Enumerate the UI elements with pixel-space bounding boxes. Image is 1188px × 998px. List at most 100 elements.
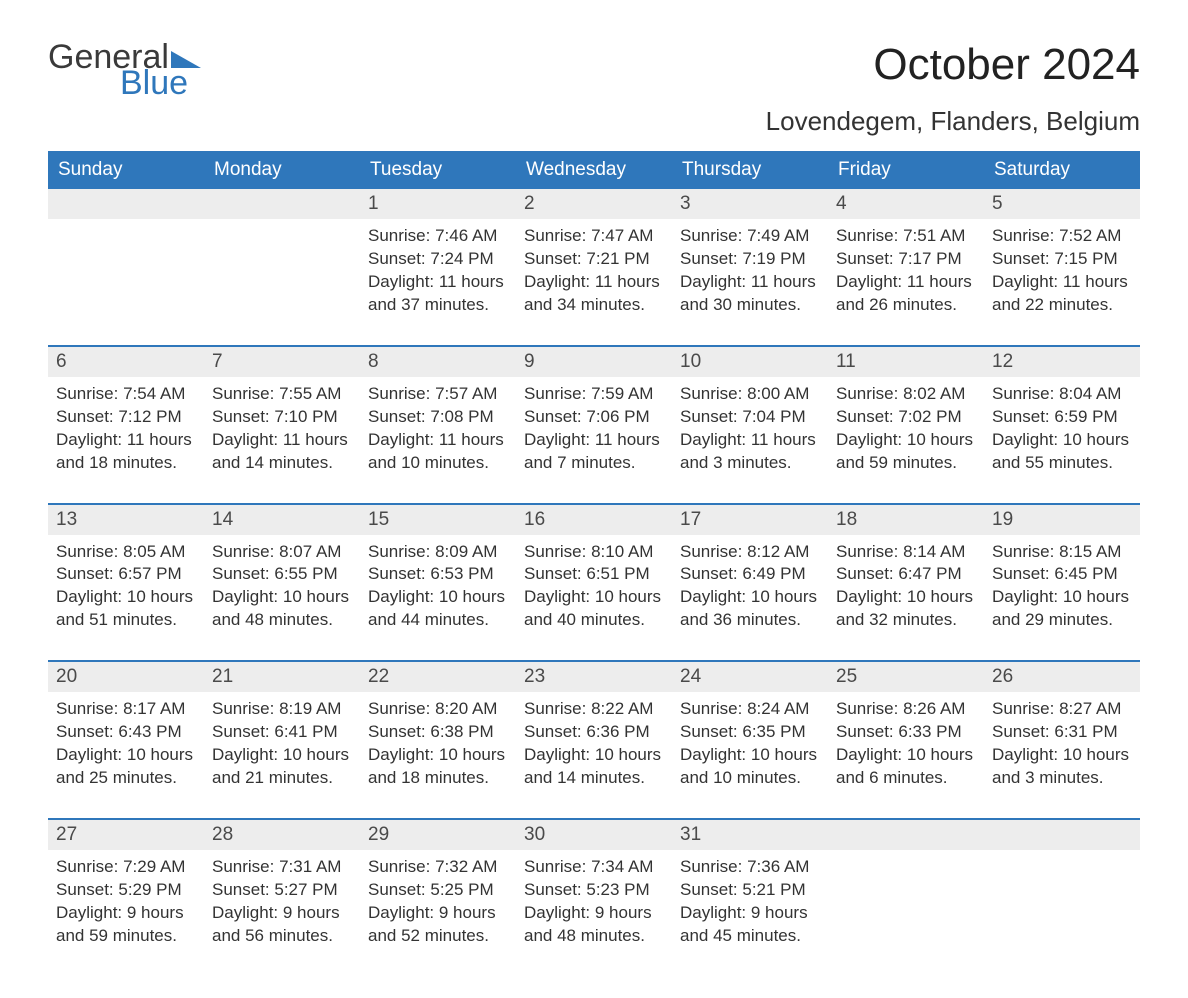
sunset-text: Sunset: 5:23 PM [524,879,664,902]
daylight-text: Daylight: 11 hours [368,271,508,294]
daylight-text: and 48 minutes. [524,925,664,948]
day-cell: 15 [360,504,516,535]
day-details: Sunrise: 7:34 AMSunset: 5:23 PMDaylight:… [516,850,672,958]
sunrise-text: Sunrise: 8:00 AM [680,383,820,406]
week-daynum-row: 20212223242526 [48,661,1140,692]
daylight-text: Daylight: 10 hours [992,429,1132,452]
week-details-row: Sunrise: 8:05 AMSunset: 6:57 PMDaylight:… [48,535,1140,662]
daylight-text: Daylight: 9 hours [524,902,664,925]
daylight-text: Daylight: 10 hours [56,744,196,767]
sunrise-text: Sunrise: 8:10 AM [524,541,664,564]
day-details: Sunrise: 8:04 AMSunset: 6:59 PMDaylight:… [984,377,1140,503]
day-details-cell: Sunrise: 8:17 AMSunset: 6:43 PMDaylight:… [48,692,204,819]
sunset-text: Sunset: 7:19 PM [680,248,820,271]
sunset-text: Sunset: 6:31 PM [992,721,1132,744]
daylight-text: Daylight: 10 hours [524,744,664,767]
sunrise-text: Sunrise: 8:19 AM [212,698,352,721]
daylight-text: and 36 minutes. [680,609,820,632]
sunrise-text: Sunrise: 7:32 AM [368,856,508,879]
sunrise-text: Sunrise: 8:14 AM [836,541,976,564]
week-daynum-row: 2728293031 [48,819,1140,850]
day-details-cell: Sunrise: 7:36 AMSunset: 5:21 PMDaylight:… [672,850,828,958]
daylight-text: Daylight: 9 hours [368,902,508,925]
day-details [828,850,984,866]
day-details-cell [828,850,984,958]
daylight-text: Daylight: 10 hours [56,586,196,609]
day-cell: 27 [48,819,204,850]
sunset-text: Sunset: 6:47 PM [836,563,976,586]
day-cell: 21 [204,661,360,692]
day-details: Sunrise: 7:57 AMSunset: 7:08 PMDaylight:… [360,377,516,503]
day-details: Sunrise: 8:15 AMSunset: 6:45 PMDaylight:… [984,535,1140,661]
daylight-text: Daylight: 11 hours [212,429,352,452]
logo: General Blue [48,40,201,100]
sunset-text: Sunset: 6:41 PM [212,721,352,744]
day-number: 5 [984,189,1140,219]
day-header: Friday [828,151,984,189]
day-number: 21 [204,662,360,692]
day-details: Sunrise: 7:29 AMSunset: 5:29 PMDaylight:… [48,850,204,958]
day-number: 13 [48,505,204,535]
day-details-cell: Sunrise: 8:04 AMSunset: 6:59 PMDaylight:… [984,377,1140,504]
day-details-cell [48,219,204,346]
daylight-text: Daylight: 11 hours [680,429,820,452]
sunset-text: Sunset: 7:12 PM [56,406,196,429]
daylight-text: and 7 minutes. [524,452,664,475]
day-number: 8 [360,347,516,377]
day-header: Thursday [672,151,828,189]
sunset-text: Sunset: 6:43 PM [56,721,196,744]
day-details-cell: Sunrise: 7:31 AMSunset: 5:27 PMDaylight:… [204,850,360,958]
sunrise-text: Sunrise: 8:17 AM [56,698,196,721]
daylight-text: and 48 minutes. [212,609,352,632]
day-details: Sunrise: 8:20 AMSunset: 6:38 PMDaylight:… [360,692,516,818]
sunrise-text: Sunrise: 7:52 AM [992,225,1132,248]
day-number: 24 [672,662,828,692]
daylight-text: Daylight: 11 hours [368,429,508,452]
day-details: Sunrise: 7:46 AMSunset: 7:24 PMDaylight:… [360,219,516,345]
day-number: 20 [48,662,204,692]
daylight-text: Daylight: 10 hours [836,429,976,452]
sunrise-text: Sunrise: 7:29 AM [56,856,196,879]
daylight-text: Daylight: 10 hours [992,586,1132,609]
sunset-text: Sunset: 7:10 PM [212,406,352,429]
sunset-text: Sunset: 5:21 PM [680,879,820,902]
location-label: Lovendegem, Flanders, Belgium [48,106,1140,137]
sunrise-text: Sunrise: 8:07 AM [212,541,352,564]
day-details: Sunrise: 7:36 AMSunset: 5:21 PMDaylight:… [672,850,828,958]
daylight-text: and 45 minutes. [680,925,820,948]
day-details-cell: Sunrise: 8:22 AMSunset: 6:36 PMDaylight:… [516,692,672,819]
day-details: Sunrise: 8:24 AMSunset: 6:35 PMDaylight:… [672,692,828,818]
day-details-cell: Sunrise: 7:32 AMSunset: 5:25 PMDaylight:… [360,850,516,958]
sunrise-text: Sunrise: 8:02 AM [836,383,976,406]
day-details: Sunrise: 8:27 AMSunset: 6:31 PMDaylight:… [984,692,1140,818]
daylight-text: Daylight: 10 hours [680,744,820,767]
sunrise-text: Sunrise: 7:34 AM [524,856,664,879]
daylight-text: and 18 minutes. [368,767,508,790]
day-number: 27 [48,820,204,850]
day-cell: 13 [48,504,204,535]
day-details-cell: Sunrise: 7:49 AMSunset: 7:19 PMDaylight:… [672,219,828,346]
daylight-text: and 10 minutes. [680,767,820,790]
week-details-row: Sunrise: 7:46 AMSunset: 7:24 PMDaylight:… [48,219,1140,346]
day-number: 9 [516,347,672,377]
daylight-text: Daylight: 11 hours [992,271,1132,294]
sunset-text: Sunset: 6:53 PM [368,563,508,586]
daylight-text: and 29 minutes. [992,609,1132,632]
day-details-cell: Sunrise: 7:55 AMSunset: 7:10 PMDaylight:… [204,377,360,504]
day-cell: 12 [984,346,1140,377]
sunset-text: Sunset: 6:49 PM [680,563,820,586]
logo-text-blue: Blue [120,66,201,100]
day-details-cell: Sunrise: 7:47 AMSunset: 7:21 PMDaylight:… [516,219,672,346]
sunrise-text: Sunrise: 8:22 AM [524,698,664,721]
sunrise-text: Sunrise: 8:20 AM [368,698,508,721]
sunset-text: Sunset: 6:38 PM [368,721,508,744]
daylight-text: and 22 minutes. [992,294,1132,317]
day-cell: 6 [48,346,204,377]
day-number: 11 [828,347,984,377]
day-cell: 5 [984,189,1140,219]
day-cell: 22 [360,661,516,692]
day-cell: 8 [360,346,516,377]
day-number [984,820,1140,850]
day-cell: 16 [516,504,672,535]
sunset-text: Sunset: 6:35 PM [680,721,820,744]
